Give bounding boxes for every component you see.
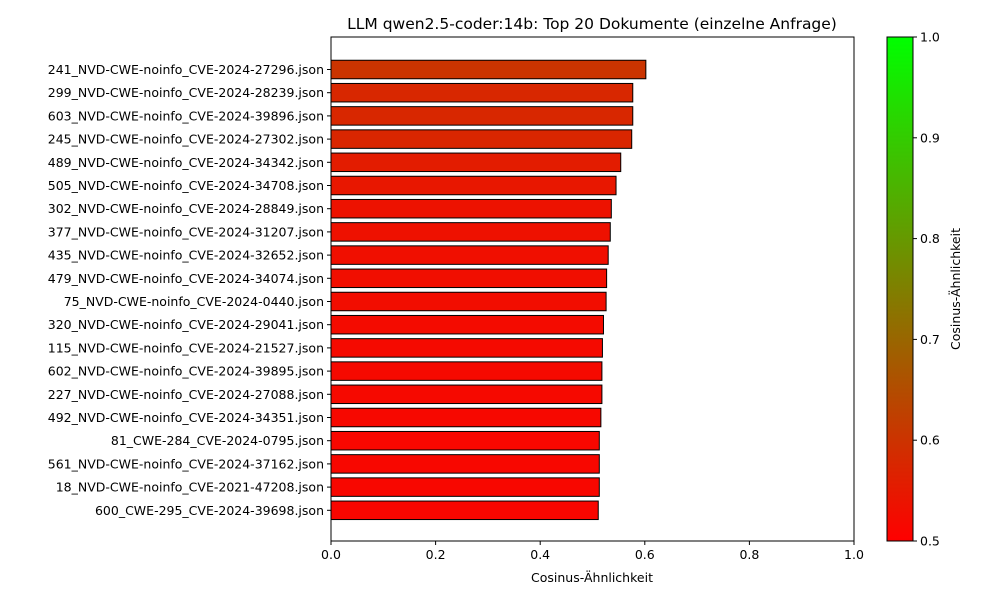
colorbar-tick-label: 0.9 <box>920 130 940 145</box>
x-tick-label: 0.8 <box>739 547 759 562</box>
y-tick-label: 600_CWE-295_CVE-2024-39698.json <box>95 503 324 518</box>
x-tick-label: 1.0 <box>844 547 864 562</box>
y-tick-label: 18_NVD-CWE-noinfo_CVE-2021-47208.json <box>56 480 324 495</box>
bar <box>330 129 633 149</box>
y-tick-label: 377_NVD-CWE-noinfo_CVE-2024-31207.json <box>48 224 324 239</box>
x-tick-label: 0.4 <box>530 547 550 562</box>
y-tick-label: 492_NVD-CWE-noinfo_CVE-2024-34351.json <box>48 410 324 425</box>
y-tick-label: 75_NVD-CWE-noinfo_CVE-2024-0440.json <box>64 294 324 309</box>
y-tick-label: 227_NVD-CWE-noinfo_CVE-2024-27088.json <box>48 387 324 402</box>
y-tick-label: 302_NVD-CWE-noinfo_CVE-2024-28849.json <box>48 201 324 216</box>
y-tick-label: 505_NVD-CWE-noinfo_CVE-2024-34708.json <box>48 178 324 193</box>
colorbar-label: Cosinus-Ähnlichkeit <box>948 228 963 350</box>
x-tick-label: 0.6 <box>635 547 655 562</box>
bar <box>330 175 617 196</box>
bar <box>330 198 612 219</box>
colorbar-tick-label: 0.5 <box>920 534 940 549</box>
y-tick-label: 479_NVD-CWE-noinfo_CVE-2024-34074.json <box>48 271 324 286</box>
bar <box>330 152 622 173</box>
y-tick-label: 115_NVD-CWE-noinfo_CVE-2024-21527.json <box>48 340 324 355</box>
bar <box>330 361 603 381</box>
bar <box>330 477 600 497</box>
bar <box>330 430 600 451</box>
y-tick-label: 245_NVD-CWE-noinfo_CVE-2024-27302.json <box>48 132 324 147</box>
x-tick-label: 0.0 <box>321 547 341 562</box>
colorbar-tick-label: 0.6 <box>920 433 940 448</box>
x-axis: 0.0 0.2 0.4 0.6 0.8 1.0 <box>321 541 864 562</box>
y-tick-label: 241_NVD-CWE-noinfo_CVE-2024-27296.json <box>48 62 324 77</box>
y-tick-label: 602_NVD-CWE-noinfo_CVE-2024-39895.json <box>48 364 324 379</box>
y-tick-label: 81_CWE-284_CVE-2024-0795.json <box>111 433 324 448</box>
bar <box>330 59 647 80</box>
plot-frame <box>330 36 855 542</box>
bar <box>330 268 608 289</box>
bar <box>330 106 634 126</box>
y-tick-labels: 241_NVD-CWE-noinfo_CVE-2024-27296.json 29… <box>48 62 331 518</box>
y-tick-label: 435_NVD-CWE-noinfo_CVE-2024-32652.json <box>48 248 324 263</box>
y-tick-label: 489_NVD-CWE-noinfo_CVE-2024-34342.json <box>48 155 324 170</box>
bar <box>330 82 634 103</box>
colorbar-tick-label: 0.8 <box>920 231 940 246</box>
chart-title: LLM qwen2.5-coder:14b: Top 20 Dokumente … <box>347 15 837 33</box>
bar <box>330 291 607 312</box>
y-tick-label: 299_NVD-CWE-noinfo_CVE-2024-28239.json <box>48 85 324 100</box>
bar <box>330 314 604 335</box>
y-tick-label: 603_NVD-CWE-noinfo_CVE-2024-39896.json <box>48 108 324 123</box>
bar <box>330 222 611 242</box>
colorbar-tick-label: 0.7 <box>920 332 940 347</box>
bar <box>330 384 603 405</box>
bars-group <box>330 59 647 521</box>
x-tick-label: 0.2 <box>426 547 446 562</box>
bar <box>330 407 602 428</box>
x-axis-label: Cosinus-Ähnlichkeit <box>531 570 653 585</box>
bar <box>330 338 603 358</box>
colorbar-tick-label: 1.0 <box>920 30 940 45</box>
colorbar <box>886 36 914 542</box>
y-tick-label: 320_NVD-CWE-noinfo_CVE-2024-29041.json <box>48 317 324 332</box>
bar <box>330 500 599 521</box>
colorbar-ticks: 0.5 0.6 0.7 0.8 0.9 1.0 <box>913 30 940 549</box>
bar <box>330 454 600 474</box>
y-tick-label: 561_NVD-CWE-noinfo_CVE-2024-37162.json <box>48 456 324 471</box>
bar <box>330 245 609 265</box>
